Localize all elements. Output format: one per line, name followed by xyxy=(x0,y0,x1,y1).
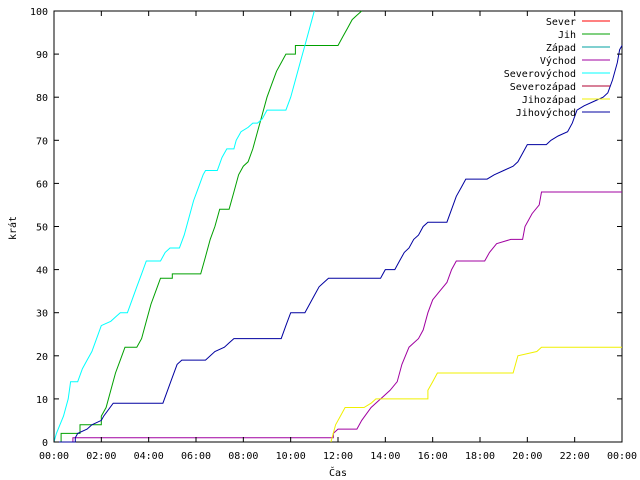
legend-label: Severovýchod xyxy=(504,68,576,80)
x-axis: 00:00 02:00 04:00 06:00 08:00 10:00 12:00 14:00… xyxy=(39,11,637,462)
y-tick-label: 60 xyxy=(36,179,48,190)
x-tick-label: 16:00 xyxy=(418,451,448,462)
x-tick-label: 12:00 xyxy=(323,451,353,462)
x-tick-label: 08:00 xyxy=(228,451,258,462)
x-tick-label: 02:00 xyxy=(86,451,116,462)
x-tick-label: 20:00 xyxy=(512,451,542,462)
x-tick-label: 04:00 xyxy=(134,451,164,462)
y-tick-label: 20 xyxy=(36,352,48,363)
legend: Sever JihZápadVýchodSeverovýchodSeverozáp… xyxy=(504,17,610,119)
y-axis: 0 10 20 30 40 50 60 70 80 90 100 xyxy=(30,7,622,449)
x-tick-label: 00:00 xyxy=(607,451,637,462)
y-tick-label: 0 xyxy=(42,438,48,449)
x-tick-label: 10:00 xyxy=(276,451,306,462)
y-tick-label: 90 xyxy=(36,50,48,61)
series-line-7 xyxy=(54,45,623,443)
y-tick-label: 50 xyxy=(36,223,48,234)
series-line-6 xyxy=(330,346,622,443)
series-line-4 xyxy=(53,10,315,443)
x-tick-label: 22:00 xyxy=(560,451,590,462)
series-line-3 xyxy=(54,191,622,443)
series-layer xyxy=(53,10,623,443)
legend-label: Západ xyxy=(546,42,576,54)
x-tick-label: 18:00 xyxy=(465,451,495,462)
legend-label: Jihovýchod xyxy=(516,107,576,119)
y-tick-label: 100 xyxy=(30,7,48,18)
legend-label: Východ xyxy=(540,55,576,67)
legend-label: Severozápad xyxy=(510,81,576,93)
y-tick-label: 40 xyxy=(36,266,48,277)
y-axis-label: krát xyxy=(7,216,19,240)
legend-label: Jihozápad xyxy=(522,94,576,106)
x-tick-label: 00:00 xyxy=(39,451,69,462)
series-line-1 xyxy=(54,10,363,443)
x-axis-label: Čas xyxy=(329,466,347,479)
x-tick-label: 14:00 xyxy=(370,451,400,462)
y-tick-label: 30 xyxy=(36,309,48,320)
y-tick-label: 70 xyxy=(36,136,48,147)
legend-label: Sever xyxy=(546,17,576,28)
legend-label: Jih xyxy=(558,30,576,41)
y-tick-label: 80 xyxy=(36,93,48,104)
y-tick-label: 10 xyxy=(36,395,48,406)
x-tick-label: 06:00 xyxy=(181,451,211,462)
